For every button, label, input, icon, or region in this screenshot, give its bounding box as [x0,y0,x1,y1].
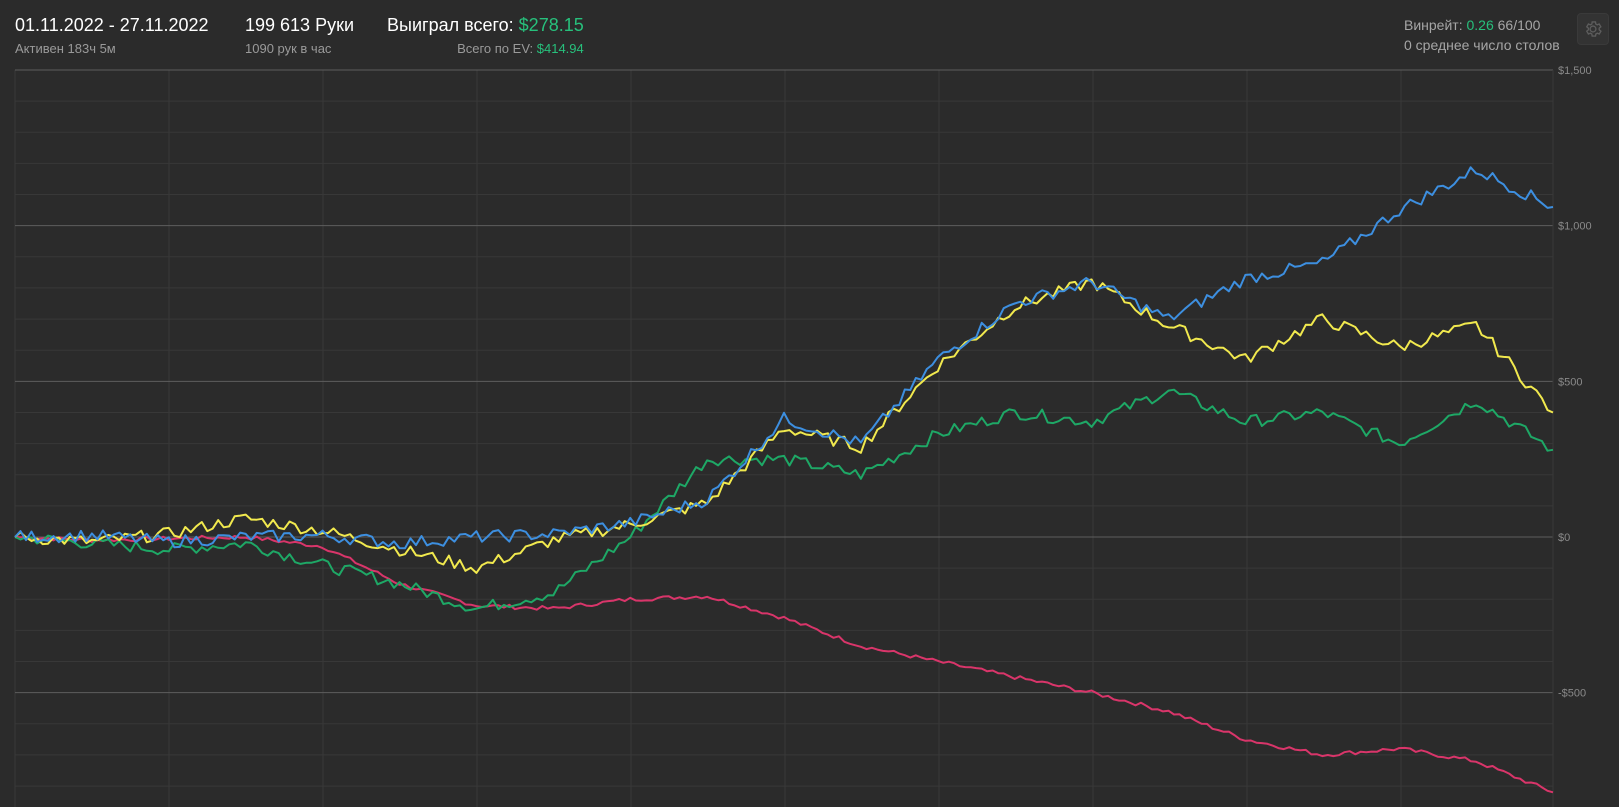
date-range: 01.11.2022 - 27.11.2022 [15,15,209,35]
active-time: Активен 183ч 5м [15,41,116,56]
ev-label: Всего по EV: [457,41,534,56]
ev-value: $414.94 [536,41,584,56]
y-tick-label: $500 [1558,376,1582,388]
winrate-unit: 66/100 [1497,17,1541,33]
series-line-ev [14,166,1554,550]
hands-per-hour: 1090 рук в час [245,41,332,56]
series-line-sd-won [14,278,1554,574]
y-tick-label: $1,000 [1558,221,1592,233]
y-tick-label: $0 [1558,532,1570,544]
winrate-block: Винрейт: 0.26 66/100 0 среднее число сто… [1404,15,1560,55]
date-range-block: 01.11.2022 - 27.11.2022 Активен 183ч 5м [15,14,209,58]
winnings-block: Выиграл всего: $278.15 Всего по EV: $414… [387,14,584,58]
tables-average: 0 среднее число столов [1404,37,1560,53]
hands-block: 199 613 Руки 1090 рук в час [245,14,354,58]
won-value: $278.15 [518,15,584,35]
winrate-label: Винрейт: [1404,17,1463,33]
gear-icon [1585,21,1602,37]
hands-count: 199 613 Руки [245,15,355,35]
winrate-value: 0.26 [1466,17,1494,33]
y-tick-label: -$500 [1558,688,1586,700]
series-line-non-sd [14,534,1554,794]
y-tick-label: $1,500 [1558,65,1592,77]
won-label: Выиграл всего: [387,15,514,35]
series-line-won [14,388,1554,612]
settings-button[interactable] [1577,13,1609,45]
